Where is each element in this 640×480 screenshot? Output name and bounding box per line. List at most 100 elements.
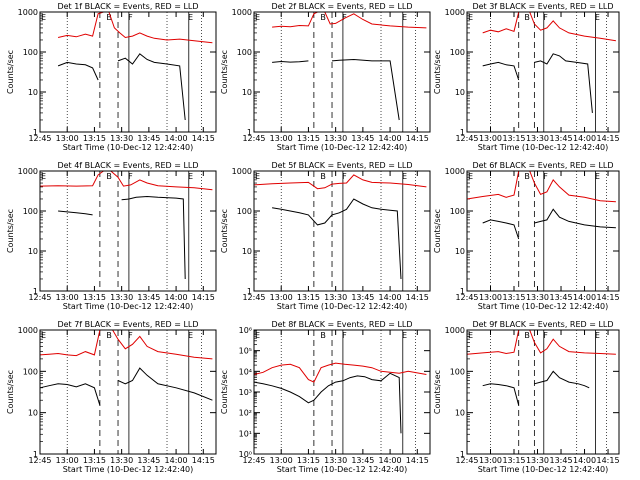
y-tick-label: 1000 [232,167,252,176]
series-line-events [253,372,402,434]
y-tick-label: 10 [242,247,252,256]
y-tick-label: 100 [23,48,38,57]
plot-frame [253,170,431,292]
event-marker-label: E [468,172,473,181]
event-marker-label: B [320,331,326,340]
chart-panel-4: Det 4f BLACK = Events, RED = LLD Counts/s… [6,161,217,311]
y-tick-label: 10² [239,409,252,418]
x-tick-label: 13:15 [502,134,525,143]
plot-frame [466,329,620,455]
plot-frame [253,11,431,133]
x-tick-label: 12:45 [455,456,478,465]
x-tick-label: 13:30 [110,293,133,302]
y-axis-label: Counts/sec [220,50,229,94]
x-tick-label: 14:00 [573,456,596,465]
chart-panel-5: Det 5f BLACK = Events, RED = LLD Counts/s… [220,161,431,311]
series-line-lld [253,174,427,190]
y-axis-label: Counts/sec [6,209,15,253]
x-tick-label: 14:15 [192,456,215,465]
event-marker-label: E [468,331,473,340]
event-marker-label: E [41,331,46,340]
chart-title: Det 8f BLACK = Events, RED = LLD [271,320,412,329]
x-tick-label: 12:45 [28,456,51,465]
series-line-events [57,53,186,121]
x-tick-label: 13:00 [270,456,293,465]
series-line-lld [466,329,616,355]
event-marker-label: E [595,172,600,181]
x-tick-label: 14:15 [406,134,429,143]
y-tick-label: 1 [460,128,465,137]
y-axis-label: Counts/sec [433,209,442,253]
x-tick-label: 14:00 [165,134,188,143]
x-tick-label: 14:00 [379,456,402,465]
chart-title: Det 9f BLACK = Events, RED = LLD [472,320,613,329]
event-marker-label: E [595,13,600,22]
x-tick-label: 13:00 [270,293,293,302]
event-marker-label: E [402,13,407,22]
event-marker-label: E [188,13,193,22]
event-marker-label: E [595,331,600,340]
x-tick-label: 13:15 [297,293,320,302]
plot-frame [39,170,217,292]
event-marker-label: F [543,331,548,340]
x-tick-label: 13:15 [502,456,525,465]
chart-panel-8: Det 8f BLACK = Events, RED = LLD Counts/s… [220,320,431,474]
chart-panel-9: Det 9f BLACK = Events, RED = LLD Counts/s… [433,320,620,474]
y-tick-label: 10³ [239,388,252,397]
x-axis-label: Start Time (10-Dec-12 12:42:40) [63,302,194,311]
y-tick-label: 1 [247,128,252,137]
plot-frame [466,170,620,292]
x-tick-label: 12:45 [455,293,478,302]
chart-title: Det 6f BLACK = Events, RED = LLD [472,161,613,170]
x-tick-label: 13:30 [110,456,133,465]
series-line-lld [272,11,427,29]
x-axis-label: Start Time (10-Dec-12 12:42:40) [478,465,609,474]
event-marker-label: B [106,331,112,340]
plot-frame [253,329,431,455]
y-tick-label: 10 [28,409,38,418]
series-line-events [482,208,616,240]
x-tick-label: 12:45 [242,456,265,465]
y-tick-label: 1000 [232,8,252,17]
x-tick-label: 13:45 [549,134,572,143]
y-tick-label: 1000 [445,8,465,17]
y-tick-label: 10 [455,247,465,256]
chart-title: Det 7f BLACK = Events, RED = LLD [57,320,198,329]
y-tick-label: 1 [33,128,38,137]
event-marker-label: E [255,13,260,22]
x-tick-label: 14:00 [165,456,188,465]
event-marker-label: E [41,172,46,181]
event-marker-label: F [342,13,347,22]
x-tick-label: 13:45 [137,293,160,302]
x-tick-label: 12:45 [28,134,51,143]
x-tick-label: 13:30 [110,134,133,143]
y-tick-label: 100 [23,207,38,216]
x-tick-label: 13:45 [351,293,374,302]
event-marker-label: B [320,13,326,22]
plot-frame [39,11,217,133]
y-tick-label: 10⁵ [239,347,252,356]
plot-frame [466,11,620,133]
chart-panel-6: Det 6f BLACK = Events, RED = LLD Counts/s… [433,161,620,311]
chart-title: Det 5f BLACK = Events, RED = LLD [271,161,412,170]
y-tick-label: 1000 [18,8,38,17]
event-marker-label: B [524,13,530,22]
chart-title: Det 4f BLACK = Events, RED = LLD [57,161,198,170]
event-marker-label: E [41,13,46,22]
chart-title: Det 1f BLACK = Events, RED = LLD [57,2,198,11]
y-tick-label: 1 [460,450,465,459]
x-tick-label: 13:15 [502,293,525,302]
x-tick-label: 13:15 [297,134,320,143]
x-tick-label: 14:15 [406,293,429,302]
event-marker-label: E [188,331,193,340]
x-tick-label: 13:00 [479,134,502,143]
x-tick-label: 13:30 [324,134,347,143]
x-axis-label: Start Time (10-Dec-12 12:42:40) [277,143,408,152]
x-tick-label: 14:15 [192,134,215,143]
x-tick-label: 12:45 [455,134,478,143]
y-tick-label: 100 [450,48,465,57]
event-marker-label: F [128,172,133,181]
chart-panel-2: Det 2f BLACK = Events, RED = LLD Counts/s… [220,2,431,152]
y-tick-label: 100 [237,48,252,57]
y-axis-label: Counts/sec [6,370,15,414]
